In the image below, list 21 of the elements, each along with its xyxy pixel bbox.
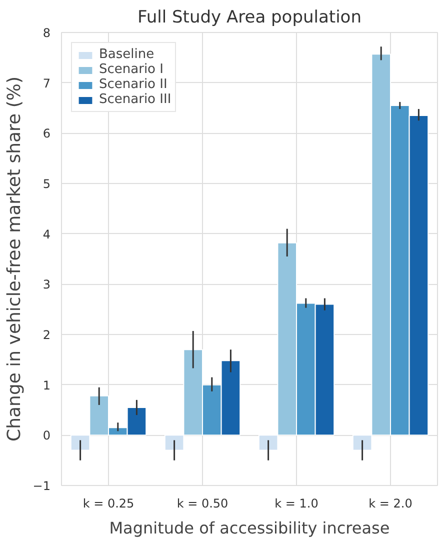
y-tick-label: 2 — [42, 328, 51, 342]
x-tick-label: k = 1.0 — [274, 496, 318, 510]
y-tick-label: 8 — [42, 26, 51, 40]
y-tick-label: 1 — [42, 378, 51, 392]
y-tick-label: 0 — [42, 428, 51, 443]
y-tick-label: 6 — [42, 126, 51, 141]
legend-label: Scenario II — [99, 77, 168, 92]
y-tick-label: 4 — [42, 227, 51, 242]
y-axis-title: Change in vehicle-free market share (%) — [4, 76, 25, 442]
y-tick-label: −1 — [32, 479, 51, 493]
chart-title: Full Study Area population — [138, 8, 362, 28]
y-tick-label: 5 — [42, 177, 51, 191]
legend-label: Scenario III — [99, 92, 172, 107]
y-tick-label: 7 — [42, 76, 51, 90]
y-tick-label: 3 — [42, 278, 51, 292]
x-tick-label: k = 0.25 — [82, 496, 134, 510]
legend-label: Scenario I — [99, 62, 164, 77]
x-tick-label: k = 0.50 — [176, 496, 228, 510]
legend-label: Baseline — [99, 47, 154, 62]
x-tick-label: k = 2.0 — [368, 496, 412, 510]
x-axis-title: Magnitude of accessibility increase — [109, 518, 390, 538]
